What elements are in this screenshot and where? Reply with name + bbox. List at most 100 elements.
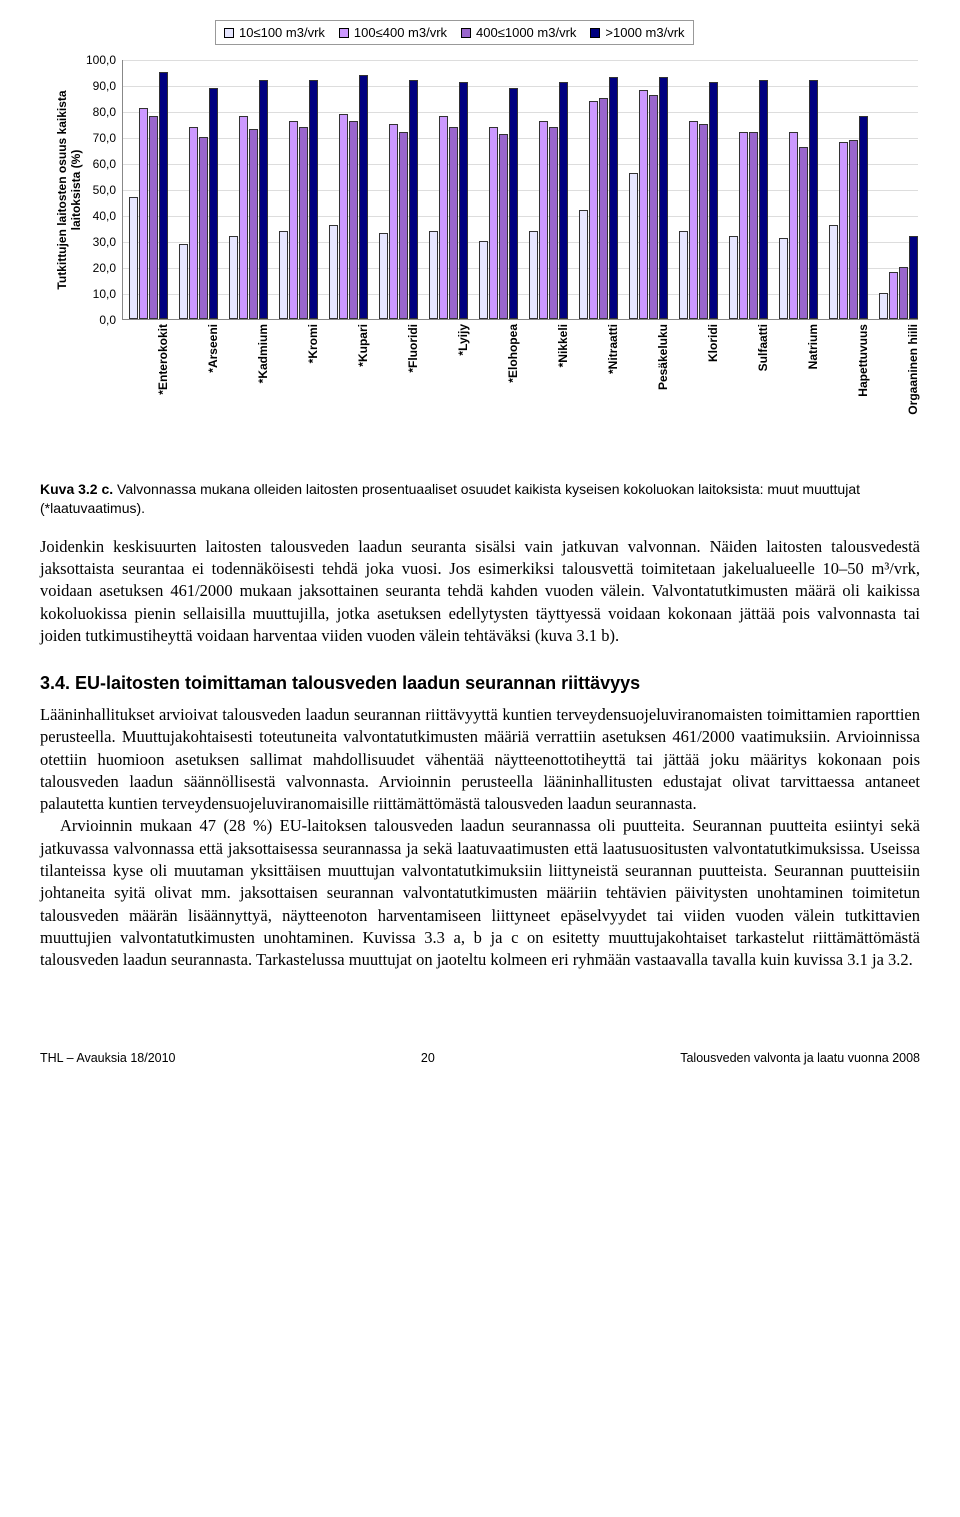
bar	[259, 80, 268, 319]
legend-swatch	[224, 28, 234, 38]
y-tick-label: 50,0	[93, 183, 116, 197]
bar	[659, 77, 668, 319]
bar	[359, 75, 368, 319]
bar	[579, 210, 588, 319]
legend-label: 100≤400 m3/vrk	[354, 25, 447, 40]
bar	[889, 272, 898, 319]
bar	[529, 231, 538, 319]
bar	[839, 142, 848, 319]
bar	[809, 80, 818, 319]
bar	[449, 127, 458, 319]
body-paragraph-2: Lääninhallitukset arvioivat talousveden …	[40, 704, 920, 971]
bar	[879, 293, 888, 319]
bar	[789, 132, 798, 319]
y-axis: 0,010,020,030,040,050,060,070,080,090,01…	[80, 60, 120, 320]
x-tick-label: *Nikkeli	[556, 324, 570, 424]
footer-right: Talousveden valvonta ja laatu vuonna 200…	[680, 1051, 920, 1065]
legend-swatch	[461, 28, 471, 38]
legend-item: 400≤1000 m3/vrk	[461, 25, 576, 40]
bar	[139, 108, 148, 319]
x-tick-label: *Fluoridi	[406, 324, 420, 424]
bar	[739, 132, 748, 319]
bar	[679, 231, 688, 319]
chart-plot-area	[122, 60, 918, 320]
figure-caption: Kuva 3.2 c. Valvonnassa mukana olleiden …	[40, 480, 920, 518]
bar	[849, 140, 858, 319]
bar	[609, 77, 618, 319]
chart-container: 10≤100 m3/vrk 100≤400 m3/vrk 400≤1000 m3/v…	[40, 20, 920, 440]
y-tick-label: 0,0	[99, 313, 116, 327]
bar	[489, 127, 498, 319]
bar	[799, 147, 808, 319]
bar	[829, 225, 838, 319]
legend-label: 10≤100 m3/vrk	[239, 25, 325, 40]
bar	[209, 88, 218, 319]
bar	[909, 236, 918, 319]
grid-line	[123, 86, 918, 87]
legend-swatch	[590, 28, 600, 38]
bar	[329, 225, 338, 319]
bar	[759, 80, 768, 319]
bar	[549, 127, 558, 319]
bar	[479, 241, 488, 319]
bar	[379, 233, 388, 319]
bar	[239, 116, 248, 319]
footer-page-number: 20	[421, 1051, 435, 1065]
bar	[629, 173, 638, 319]
y-axis-label: Tutkittujen laitosten osuus kaikista lai…	[55, 60, 83, 320]
bar	[439, 116, 448, 319]
chart-legend: 10≤100 m3/vrk 100≤400 m3/vrk 400≤1000 m3/v…	[215, 20, 694, 45]
legend-item: 100≤400 m3/vrk	[339, 25, 447, 40]
y-tick-label: 40,0	[93, 209, 116, 223]
bar	[539, 121, 548, 319]
bar	[899, 267, 908, 319]
bar	[199, 137, 208, 319]
bar	[599, 98, 608, 319]
x-tick-label: *Enterokokit	[156, 324, 170, 424]
x-tick-label: Natrium	[806, 324, 820, 424]
bar	[699, 124, 708, 319]
bar	[859, 116, 868, 319]
x-tick-label: Pesäkeluku	[656, 324, 670, 424]
y-tick-label: 80,0	[93, 105, 116, 119]
bar	[389, 124, 398, 319]
legend-item: 10≤100 m3/vrk	[224, 25, 325, 40]
bar	[339, 114, 348, 319]
legend-label: 400≤1000 m3/vrk	[476, 25, 576, 40]
bar	[559, 82, 568, 319]
y-tick-label: 20,0	[93, 261, 116, 275]
bar	[689, 121, 698, 319]
bar	[229, 236, 238, 319]
x-tick-label: *Elohopea	[506, 324, 520, 424]
legend-label: >1000 m3/vrk	[605, 25, 684, 40]
bar	[399, 132, 408, 319]
y-tick-label: 70,0	[93, 131, 116, 145]
grid-line	[123, 60, 918, 61]
bar	[159, 72, 168, 319]
bar	[709, 82, 718, 319]
y-tick-label: 30,0	[93, 235, 116, 249]
bar	[639, 90, 648, 319]
page-footer: THL – Avauksia 18/2010 20 Talousveden va…	[40, 1051, 920, 1065]
x-tick-label: Orgaaninen hiili	[906, 324, 920, 424]
bar	[779, 238, 788, 319]
figure-caption-text: Valvonnassa mukana olleiden laitosten pr…	[40, 481, 860, 516]
bar	[409, 80, 418, 319]
legend-item: >1000 m3/vrk	[590, 25, 684, 40]
bar	[589, 101, 598, 319]
bar	[299, 127, 308, 319]
bar	[749, 132, 758, 319]
figure-caption-label: Kuva 3.2 c.	[40, 481, 113, 497]
x-tick-label: Sulfaatti	[756, 324, 770, 424]
body-paragraph-2b: Arvioinnin mukaan 47 (28 %) EU-laitoksen…	[40, 815, 920, 971]
bar	[429, 231, 438, 319]
x-tick-label: *Kromi	[306, 324, 320, 424]
bar	[189, 127, 198, 319]
section-heading: 3.4. EU-laitosten toimittaman talousvede…	[40, 673, 920, 694]
bar	[459, 82, 468, 319]
y-tick-label: 100,0	[86, 53, 116, 67]
x-tick-label: *Kupari	[356, 324, 370, 424]
y-tick-label: 60,0	[93, 157, 116, 171]
grid-line	[123, 112, 918, 113]
bar	[309, 80, 318, 319]
